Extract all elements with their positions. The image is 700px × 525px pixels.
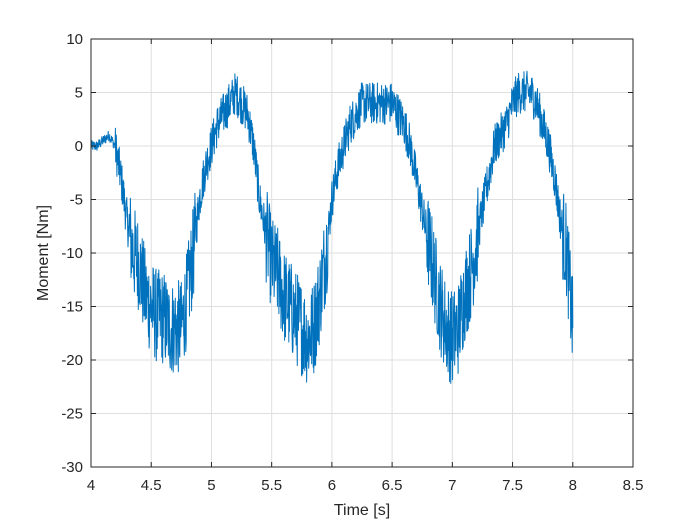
y-tick-label: -5 [70, 192, 83, 209]
tick-labels: 4 4.5 5 5.5 6 6.5 7 7.5 8 8.5 -30 -25 -20 -15 -10 -5 0 5 1… [61, 31, 643, 494]
x-tick-label: 5 [207, 477, 215, 494]
x-tick-label: 6.5 [382, 477, 403, 494]
y-tick-label: -15 [61, 299, 83, 316]
x-tick-label: 8 [569, 477, 577, 494]
series-line [90, 70, 574, 384]
y-tick-label: 0 [75, 138, 83, 155]
x-tick-label: 4 [87, 477, 95, 494]
y-tick-label: -30 [61, 459, 83, 476]
y-tick-label: -20 [61, 352, 83, 369]
y-tick-label: 10 [66, 31, 83, 48]
y-tick-label: 5 [75, 85, 83, 102]
ticks [90, 38, 634, 468]
y-tick-label: -25 [61, 406, 83, 423]
x-tick-label: 4.5 [141, 477, 162, 494]
x-tick-label: 7 [448, 477, 456, 494]
x-tick-label: 5.5 [261, 477, 282, 494]
x-tick-label: 6 [328, 477, 336, 494]
x-axis-label: Time [s] [334, 502, 390, 519]
y-axis-label: Moment [Nm] [35, 205, 52, 301]
x-tick-label: 8.5 [623, 477, 644, 494]
y-tick-label: -10 [61, 245, 83, 262]
x-tick-label: 7.5 [502, 477, 523, 494]
